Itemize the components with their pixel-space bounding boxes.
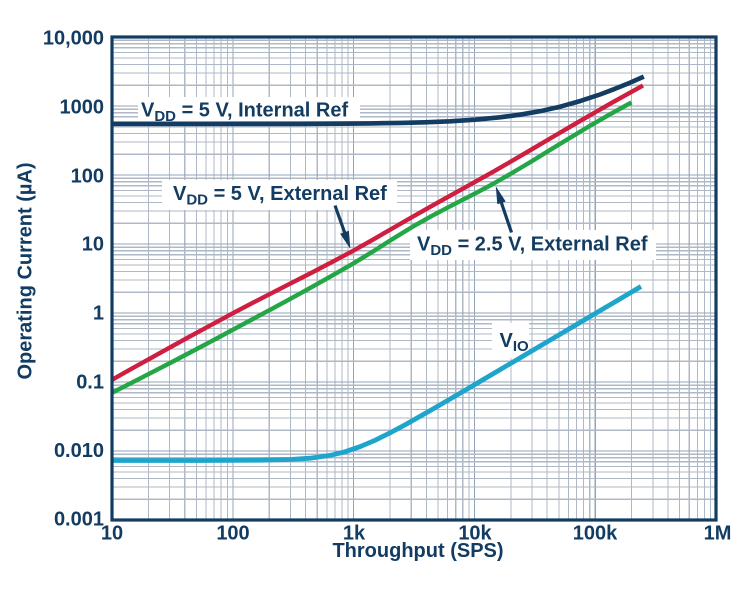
svg-text:0.1: 0.1 (76, 371, 104, 393)
svg-text:0.010: 0.010 (54, 440, 104, 462)
svg-text:10k: 10k (458, 523, 492, 545)
svg-text:1M: 1M (704, 523, 732, 545)
svg-text:VDD = 2.5 V, External Ref: VDD = 2.5 V, External Ref (417, 234, 648, 260)
svg-text:VDD = 5 V, Internal Ref: VDD = 5 V, Internal Ref (141, 100, 348, 126)
svg-text:1: 1 (93, 302, 104, 324)
svg-text:10,000: 10,000 (43, 27, 104, 49)
svg-text:100: 100 (216, 523, 249, 545)
svg-text:1k: 1k (343, 523, 366, 545)
svg-text:100k: 100k (573, 523, 618, 545)
svg-text:Operating Current (µA): Operating Current (µA) (15, 162, 37, 379)
svg-text:VDD = 5 V, External Ref: VDD = 5 V, External Ref (173, 183, 387, 209)
svg-text:10: 10 (101, 523, 123, 545)
svg-text:10: 10 (82, 233, 104, 255)
svg-text:Throughput (SPS): Throughput (SPS) (332, 540, 503, 562)
svg-text:100: 100 (71, 165, 104, 187)
svg-text:1000: 1000 (60, 96, 105, 118)
svg-text:0.001: 0.001 (54, 508, 104, 530)
